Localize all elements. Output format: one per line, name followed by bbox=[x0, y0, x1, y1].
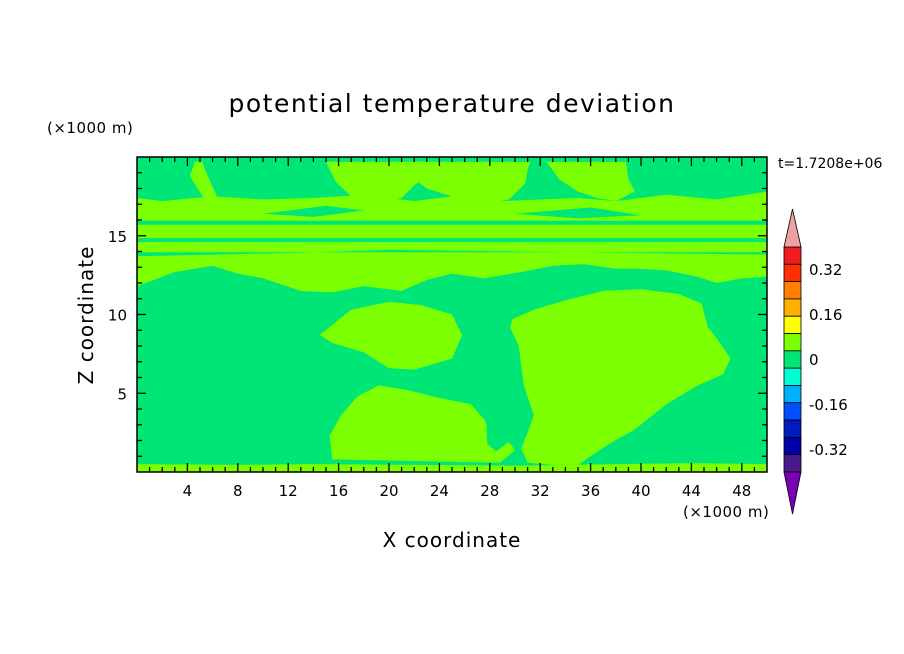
y-tick-label: 5 bbox=[117, 385, 127, 403]
region-upper-pocket-2 bbox=[515, 207, 641, 219]
x-tick-label: 36 bbox=[581, 482, 600, 500]
x-tick-label: 24 bbox=[430, 482, 449, 500]
time-label: t=1.7208e+06 bbox=[778, 156, 882, 172]
x-tick-label: 40 bbox=[631, 482, 650, 500]
colorbar-segment bbox=[783, 333, 802, 352]
y-axis-label: Z coordinate bbox=[74, 246, 98, 385]
region-top-left-plume bbox=[189, 161, 219, 202]
colorbar: 0.32 0.16 0 -0.16 -0.32 bbox=[783, 208, 848, 515]
x-tick-label: 12 bbox=[279, 482, 298, 500]
region-upper-pocket-1 bbox=[263, 205, 364, 217]
field-regions bbox=[137, 161, 767, 472]
colorbar-label: -0.32 bbox=[809, 441, 848, 459]
region-top-mid-plume bbox=[326, 161, 432, 203]
colorbar-label: -0.16 bbox=[809, 396, 848, 414]
colorbar-segment bbox=[783, 367, 802, 386]
x-axis-unit: (×1000 m) bbox=[683, 503, 769, 521]
region-stratosphere-gap-3 bbox=[137, 249, 767, 257]
colorbar-segment bbox=[783, 298, 802, 317]
colorbar-segment bbox=[783, 263, 802, 283]
x-tick-label: 16 bbox=[329, 482, 348, 500]
region-stratosphere-gap-1 bbox=[137, 238, 767, 243]
x-axis-label: X coordinate bbox=[383, 528, 522, 552]
x-tick-label: 44 bbox=[682, 482, 701, 500]
colorbar-min-arrow bbox=[783, 471, 802, 515]
colorbar-max-arrow bbox=[783, 208, 802, 248]
colorbar-segment bbox=[783, 350, 802, 369]
x-ticks: 4 8 12 16 20 24 28 32 36 40 44 48 bbox=[148, 157, 756, 500]
chart-title: potential temperature deviation bbox=[229, 89, 676, 118]
colorbar-label: 0.32 bbox=[809, 261, 842, 279]
colorbar-segment bbox=[783, 454, 802, 473]
x-tick-label: 20 bbox=[379, 482, 398, 500]
y-tick-label: 15 bbox=[108, 228, 127, 246]
colorbar-segment bbox=[783, 402, 802, 421]
colorbar-label: 0 bbox=[809, 351, 819, 369]
colorbar-segment bbox=[783, 246, 802, 265]
x-tick-label: 8 bbox=[233, 482, 243, 500]
colorbar-segment bbox=[783, 385, 802, 404]
colorbar-segment bbox=[783, 436, 802, 456]
colorbar-segment bbox=[783, 419, 802, 438]
x-tick-label: 48 bbox=[732, 482, 751, 500]
region-top-right-plume bbox=[546, 161, 635, 202]
region-low-plume bbox=[329, 385, 515, 463]
colorbar-segment bbox=[783, 315, 802, 334]
y-axis-unit: (×1000 m) bbox=[47, 119, 133, 137]
region-right-plume bbox=[510, 289, 731, 465]
region-stratosphere-gap-2 bbox=[137, 220, 767, 225]
x-tick-label: 32 bbox=[531, 482, 550, 500]
region-lower-left-bump bbox=[319, 301, 463, 370]
x-tick-label: 28 bbox=[480, 482, 499, 500]
colorbar-label: 0.16 bbox=[809, 306, 842, 324]
x-tick-label: 4 bbox=[183, 482, 193, 500]
y-ticks: 5 10 15 bbox=[108, 172, 767, 457]
colorbar-segment bbox=[783, 281, 802, 300]
y-tick-label: 10 bbox=[108, 307, 127, 325]
region-top-center-plume bbox=[401, 161, 531, 205]
